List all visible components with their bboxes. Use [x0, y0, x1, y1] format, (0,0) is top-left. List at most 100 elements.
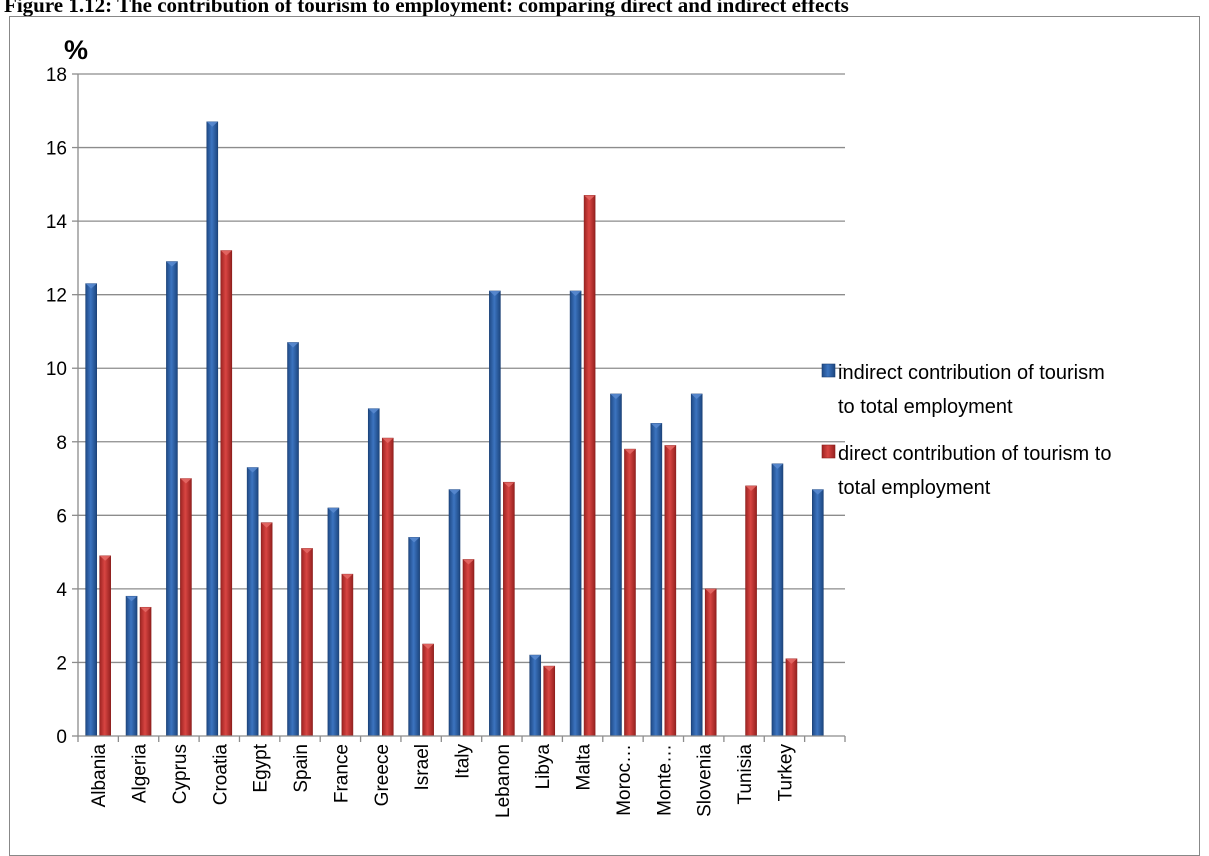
- bar-cap: [287, 342, 299, 348]
- bar: [367, 408, 380, 737]
- x-tick-label: Algeria: [130, 744, 151, 804]
- bar-cap: [771, 463, 783, 469]
- legend-label: direct contribution of tourism to: [838, 443, 1111, 465]
- bar: [650, 423, 663, 737]
- bar: [301, 548, 313, 737]
- bar-cap: [705, 588, 717, 594]
- bar: [408, 537, 420, 737]
- x-tick-label: Albania: [89, 744, 110, 808]
- bar: [139, 606, 152, 737]
- y-tick-label: 16: [46, 139, 67, 160]
- x-tick-label: Turkey: [775, 744, 796, 802]
- y-tick-label: 10: [46, 359, 67, 380]
- bar-cap: [489, 290, 501, 296]
- bar-cap: [341, 574, 353, 580]
- legend-label: to total employment: [838, 396, 1013, 418]
- bar-cap: [529, 655, 541, 661]
- bar-cap: [691, 393, 703, 399]
- bar: [448, 489, 461, 737]
- bar: [166, 261, 178, 737]
- bar: [85, 283, 97, 737]
- y-tick-label: 6: [56, 506, 67, 527]
- bar: [341, 573, 354, 737]
- y-tick-label: 4: [56, 580, 67, 601]
- bar-cap: [664, 445, 676, 451]
- x-tick-label: Italy: [453, 744, 474, 779]
- x-tick-label: Slovenia: [695, 744, 716, 817]
- bar: [180, 478, 192, 737]
- bar: [381, 437, 394, 737]
- bar: [220, 250, 233, 737]
- legend-label: total employment: [838, 477, 991, 499]
- y-tick-label: 14: [46, 212, 68, 233]
- bar: [771, 463, 784, 737]
- bar-cap: [301, 548, 313, 554]
- bar: [287, 342, 299, 737]
- bar-cap: [247, 467, 259, 473]
- bar: [503, 481, 515, 737]
- bar: [246, 467, 259, 737]
- bar: [125, 595, 138, 737]
- bar: [583, 195, 596, 737]
- bar: [489, 290, 501, 737]
- bar: [785, 658, 798, 737]
- x-tick-label: Lebanon: [493, 744, 514, 818]
- bar: [690, 393, 703, 737]
- y-tick-label: 18: [46, 65, 67, 86]
- bar-cap: [422, 644, 434, 650]
- y-tick-label: 12: [46, 286, 67, 307]
- bar: [664, 445, 677, 737]
- bar-cap: [85, 283, 97, 289]
- bar: [529, 654, 542, 737]
- bar: [260, 522, 273, 737]
- legend-swatch: [821, 363, 836, 378]
- legend-swatch: [821, 444, 836, 459]
- x-tick-label: Egypt: [251, 743, 272, 792]
- bar-cap: [463, 559, 474, 565]
- bar-cap: [584, 195, 596, 201]
- bar: [543, 665, 556, 737]
- bar: [569, 290, 582, 737]
- bar: [206, 121, 219, 737]
- x-tick-label: Malta: [574, 744, 595, 791]
- x-tick-label: Israel: [412, 744, 433, 790]
- bar: [745, 485, 757, 737]
- bar-cap: [408, 537, 420, 543]
- bar-cap: [503, 482, 515, 488]
- x-tick-label: France: [331, 744, 352, 803]
- y-axis-label: %: [64, 35, 88, 65]
- figure-title: Figure 1.12: The contribution of tourism…: [4, 0, 849, 17]
- x-tick-label: Libya: [533, 744, 554, 790]
- bar-cap: [650, 423, 662, 429]
- bar: [462, 559, 475, 737]
- bar-cap: [327, 507, 339, 513]
- bar-cap: [382, 438, 394, 444]
- bar-cap: [99, 555, 111, 561]
- bar: [327, 507, 340, 737]
- bar-cap: [368, 408, 380, 414]
- y-tick-label: 8: [56, 433, 67, 454]
- bar-cap: [140, 607, 152, 613]
- bar: [704, 588, 717, 737]
- x-tick-label: Croatia: [210, 744, 231, 806]
- bar-cap: [812, 489, 824, 495]
- bar: [624, 448, 636, 737]
- bar-cap: [449, 489, 460, 495]
- y-tick-label: 0: [56, 727, 67, 748]
- bar: [422, 643, 434, 737]
- bar-cap: [180, 478, 192, 484]
- bar: [812, 489, 824, 737]
- bar: [610, 393, 622, 737]
- legend-label: indirect contribution of tourism: [838, 362, 1105, 384]
- bar-cap: [543, 666, 555, 672]
- bar-cap: [220, 250, 232, 256]
- x-tick-label: Moroc…: [614, 744, 635, 816]
- bar-cap: [570, 290, 582, 296]
- x-tick-label: Cyprus: [170, 744, 191, 804]
- bar-cap: [166, 261, 178, 267]
- bar-cap: [610, 393, 622, 399]
- bar: [99, 555, 111, 737]
- bar-cap: [745, 485, 757, 491]
- y-tick-label: 2: [56, 653, 67, 674]
